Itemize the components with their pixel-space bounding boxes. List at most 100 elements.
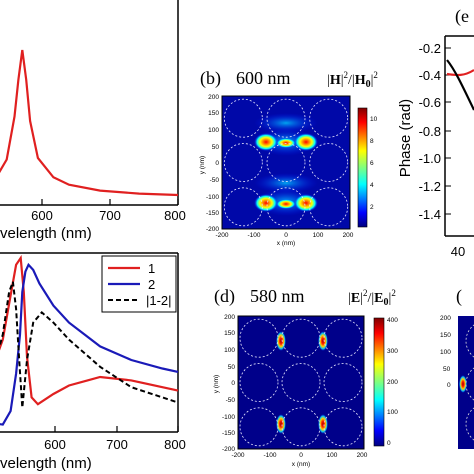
svg-text:200: 200	[208, 94, 219, 101]
panel-c-x-ticks	[54, 426, 179, 432]
svg-text:200: 200	[343, 232, 354, 239]
svg-text:100: 100	[224, 347, 235, 354]
panel-e-letter: (e	[455, 6, 469, 27]
svg-text:0: 0	[447, 382, 451, 389]
svg-text:0: 0	[299, 452, 303, 459]
particle-outline	[281, 318, 321, 358]
particle-outline	[266, 187, 306, 227]
svg-text:-100: -100	[263, 452, 276, 459]
panel-a-xtick-800: 800	[164, 208, 186, 223]
svg-text:150: 150	[208, 110, 219, 117]
particle-outline	[309, 143, 349, 182]
panel-a-xtick-600: 600	[31, 208, 53, 223]
svg-text:-200: -200	[215, 232, 228, 239]
svg-text:100: 100	[313, 232, 324, 239]
svg-text:50: 50	[212, 144, 220, 151]
panel-b-x-ticks: -200 -100 0 100 200	[215, 232, 353, 239]
panel-d: (d) 580 nm |E|2/|E0|2 200 150 100 50 0 -…	[213, 286, 398, 468]
svg-text:300: 300	[387, 348, 398, 355]
panel-e-series-red	[446, 69, 474, 77]
particle-outline	[266, 143, 306, 182]
svg-text:-1.2: -1.2	[419, 179, 441, 194]
panel-c-xtick-600: 600	[44, 437, 66, 452]
panel-f-y-ticks: 200 150 100 50 0	[440, 315, 451, 389]
panel-b-particle-outlines	[223, 98, 349, 227]
svg-text:100: 100	[327, 452, 338, 459]
particle-outline	[266, 98, 306, 138]
panel-e: (e -0.2 -0.4 -0.6 -0.8 -1.0 -1.2 -1.4 Ph…	[397, 6, 474, 259]
particle-outline	[223, 187, 263, 227]
panel-c-series-2	[0, 262, 179, 426]
panel-d-wavelength: 580 nm	[250, 286, 305, 306]
legend-label-diff: |1-2|	[146, 293, 172, 308]
panel-b-colorbar-ticks: 10 8 6 4 2	[370, 116, 378, 211]
particle-outline	[323, 318, 363, 358]
svg-text:200: 200	[357, 452, 368, 459]
particle-outline	[309, 98, 349, 138]
svg-text:150: 150	[440, 332, 451, 339]
svg-text:0: 0	[387, 440, 391, 447]
panel-b-wavelength: 600 nm	[236, 68, 291, 88]
particle-outline	[239, 318, 279, 358]
svg-text:-1.0: -1.0	[419, 151, 441, 166]
panel-c-xtick-700: 700	[106, 437, 128, 452]
particle-outline	[223, 143, 263, 182]
panel-d-x-ticks: -200 -100 0 100 200	[231, 452, 367, 459]
svg-text:2: 2	[370, 204, 374, 211]
panel-b-letter: (b)	[200, 68, 221, 89]
svg-text:8: 8	[370, 138, 374, 145]
panel-c: 1 2 |1-2| 600 700 800 velength (nm)	[0, 252, 186, 472]
svg-text:-200: -200	[231, 452, 244, 459]
svg-text:0: 0	[215, 160, 219, 167]
panel-c-series-diff	[0, 281, 179, 408]
panel-c-xtick-800: 800	[164, 437, 186, 452]
svg-text:6: 6	[370, 160, 374, 167]
svg-text:100: 100	[440, 349, 451, 356]
svg-text:50: 50	[228, 364, 236, 371]
legend-label-1: 1	[148, 261, 155, 276]
panel-e-ylabel: Phase (rad)	[397, 99, 414, 177]
panel-f-letter: (	[456, 286, 462, 307]
particle-outline	[281, 363, 321, 402]
panel-a-xtick-700: 700	[99, 208, 121, 223]
svg-text:50: 50	[443, 366, 451, 373]
panel-d-xlabel: x (nm)	[292, 461, 310, 468]
svg-text:-0.8: -0.8	[419, 124, 441, 139]
panel-d-ylabel: y (nm)	[213, 375, 220, 393]
svg-text:150: 150	[224, 330, 235, 337]
panel-d-hotspots	[276, 331, 328, 434]
panel-a-curve	[0, 49, 179, 197]
panel-b-ylabel: y (nm)	[199, 156, 206, 174]
particle-outline	[323, 363, 363, 402]
svg-text:-1.4: -1.4	[419, 207, 441, 222]
panel-e-series-black	[446, 59, 474, 111]
panel-a-xlabel: velength (nm)	[0, 225, 92, 242]
panel-e-y-ticks-marks	[445, 47, 451, 215]
svg-text:0: 0	[231, 380, 235, 387]
svg-text:100: 100	[208, 127, 219, 134]
panel-d-colorbar	[373, 317, 385, 447]
particle-outline	[239, 363, 279, 402]
svg-text:10: 10	[370, 116, 378, 123]
panel-d-particle-outlines	[239, 318, 363, 447]
panel-e-y-tick-labels: -0.2 -0.4 -0.6 -0.8 -1.0 -1.2 -1.4	[419, 41, 441, 222]
svg-text:200: 200	[387, 379, 398, 386]
particle-outline	[323, 407, 363, 447]
svg-text:-100: -100	[247, 232, 260, 239]
panel-d-map	[238, 316, 364, 449]
svg-text:-100: -100	[206, 194, 219, 201]
panel-b-quantity: |H|2/|H0|2	[327, 70, 378, 90]
panel-f-hotspot	[459, 375, 467, 393]
particle-outline	[281, 407, 321, 447]
panel-b: (b) 600 nm |H|2/|H0|2 200 150 100 50 0	[199, 68, 378, 247]
panel-b-colorbar	[357, 107, 368, 228]
svg-text:-50: -50	[210, 177, 220, 184]
panel-d-y-ticks: 200 150 100 50 0 -50 -100 -150 -200	[222, 314, 235, 453]
svg-text:400: 400	[387, 317, 398, 324]
particle-outline	[239, 407, 279, 447]
panel-d-letter: (d)	[214, 286, 235, 307]
particle-outline	[309, 187, 349, 227]
panel-e-xtick: 40	[451, 244, 465, 259]
svg-text:-200: -200	[206, 226, 219, 233]
